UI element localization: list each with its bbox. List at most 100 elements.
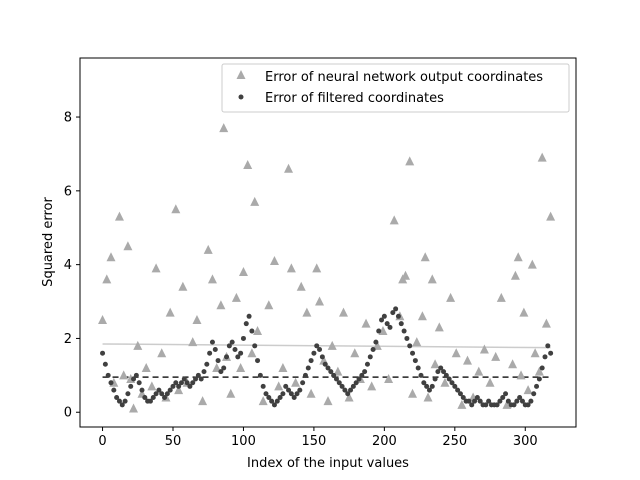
- data-point-filtered: [164, 391, 170, 397]
- data-point-filtered: [178, 380, 184, 386]
- data-point-filtered: [291, 394, 297, 400]
- data-point-nn: [541, 318, 551, 328]
- y-tick-label: 2: [64, 332, 72, 347]
- data-point-filtered: [207, 350, 213, 356]
- data-point-filtered: [410, 350, 416, 356]
- data-point-filtered: [325, 365, 331, 371]
- data-point-filtered: [128, 383, 134, 389]
- data-point-filtered: [300, 380, 306, 386]
- legend-triangle-marker: [236, 70, 246, 79]
- data-point-filtered: [240, 335, 246, 341]
- data-point-filtered: [147, 398, 153, 404]
- data-point-nn: [372, 340, 382, 350]
- data-point-nn: [344, 392, 354, 402]
- data-point-filtered: [441, 369, 447, 375]
- data-point-nn: [496, 292, 506, 302]
- data-point-nn: [537, 152, 547, 162]
- data-point-filtered: [190, 380, 196, 386]
- data-point-filtered: [283, 383, 289, 389]
- legend: Error of neural network output coordinat…: [221, 63, 570, 113]
- y-tick-label: 0: [64, 406, 72, 421]
- data-point-nn: [350, 348, 360, 358]
- data-point-filtered: [232, 347, 238, 353]
- data-point-filtered: [379, 317, 385, 323]
- data-point-nn: [188, 337, 198, 347]
- data-point-filtered: [452, 383, 458, 389]
- x-tick-label: 150: [301, 434, 326, 449]
- data-point-filtered: [497, 398, 503, 404]
- data-point-filtered: [181, 376, 187, 382]
- data-point-filtered: [173, 380, 179, 386]
- data-point-filtered: [415, 365, 421, 371]
- data-point-nn: [361, 318, 371, 328]
- data-point-filtered: [302, 372, 308, 378]
- data-point-filtered: [435, 369, 441, 375]
- data-point-filtered: [412, 358, 418, 364]
- data-point-filtered: [308, 358, 314, 364]
- data-point-nn: [243, 160, 253, 170]
- data-point-nn: [327, 340, 337, 350]
- data-point-filtered: [514, 398, 520, 404]
- data-point-filtered: [139, 387, 145, 393]
- data-point-filtered: [108, 380, 114, 386]
- data-point-filtered: [116, 398, 122, 404]
- data-point-nn: [231, 292, 241, 302]
- data-point-nn: [264, 300, 274, 310]
- data-point-filtered: [257, 372, 263, 378]
- data-point-filtered: [159, 391, 165, 397]
- data-point-filtered: [519, 398, 525, 404]
- data-point-filtered: [350, 383, 356, 389]
- data-point-nn: [253, 326, 263, 336]
- plot-frame: [79, 57, 577, 428]
- data-point-filtered: [243, 321, 249, 327]
- data-point-filtered: [345, 391, 351, 397]
- y-tick-label: 8: [64, 111, 72, 126]
- data-point-nn: [119, 370, 129, 380]
- data-point-filtered: [455, 387, 461, 393]
- data-point-filtered: [311, 350, 317, 356]
- data-point-nn: [451, 348, 461, 358]
- data-point-filtered: [102, 361, 108, 367]
- data-point-filtered: [505, 398, 511, 404]
- data-point-nn: [530, 348, 540, 358]
- data-point-filtered: [170, 383, 176, 389]
- data-point-filtered: [432, 376, 438, 382]
- data-point-nn: [296, 281, 306, 291]
- data-point-nn: [147, 381, 157, 391]
- data-point-filtered: [477, 398, 483, 404]
- data-point-nn: [212, 362, 222, 372]
- data-point-filtered: [198, 376, 204, 382]
- data-point-nn: [502, 399, 512, 409]
- data-point-filtered: [331, 372, 337, 378]
- data-point-nn: [274, 381, 284, 391]
- data-point-filtered: [466, 398, 472, 404]
- data-point-nn: [408, 388, 418, 398]
- data-point-nn: [389, 215, 399, 225]
- data-point-filtered: [277, 394, 283, 400]
- data-point-filtered: [517, 394, 523, 400]
- data-point-filtered: [333, 376, 339, 382]
- data-point-nn: [427, 274, 437, 284]
- x-tick-label: 50: [165, 434, 182, 449]
- data-point-nn: [405, 156, 415, 166]
- data-point-filtered: [393, 306, 399, 312]
- data-point-nn: [546, 211, 556, 221]
- data-point-nn: [129, 403, 139, 413]
- data-point-filtered: [274, 398, 280, 404]
- data-point-nn: [519, 307, 529, 317]
- data-point-nn: [258, 396, 268, 406]
- data-point-nn: [216, 300, 226, 310]
- legend-circle-marker: [238, 94, 244, 100]
- data-point-filtered: [528, 398, 534, 404]
- data-point-filtered: [100, 350, 106, 356]
- data-point-filtered: [111, 387, 117, 393]
- y-axis-label: Squared error: [41, 197, 56, 287]
- data-point-filtered: [255, 358, 261, 364]
- data-point-nn: [479, 344, 489, 354]
- data-point-filtered: [469, 402, 475, 408]
- data-point-filtered: [288, 391, 294, 397]
- data-point-nn: [378, 326, 388, 336]
- data-point-nn: [302, 307, 312, 317]
- data-point-nn: [198, 396, 208, 406]
- data-point-filtered: [387, 324, 393, 330]
